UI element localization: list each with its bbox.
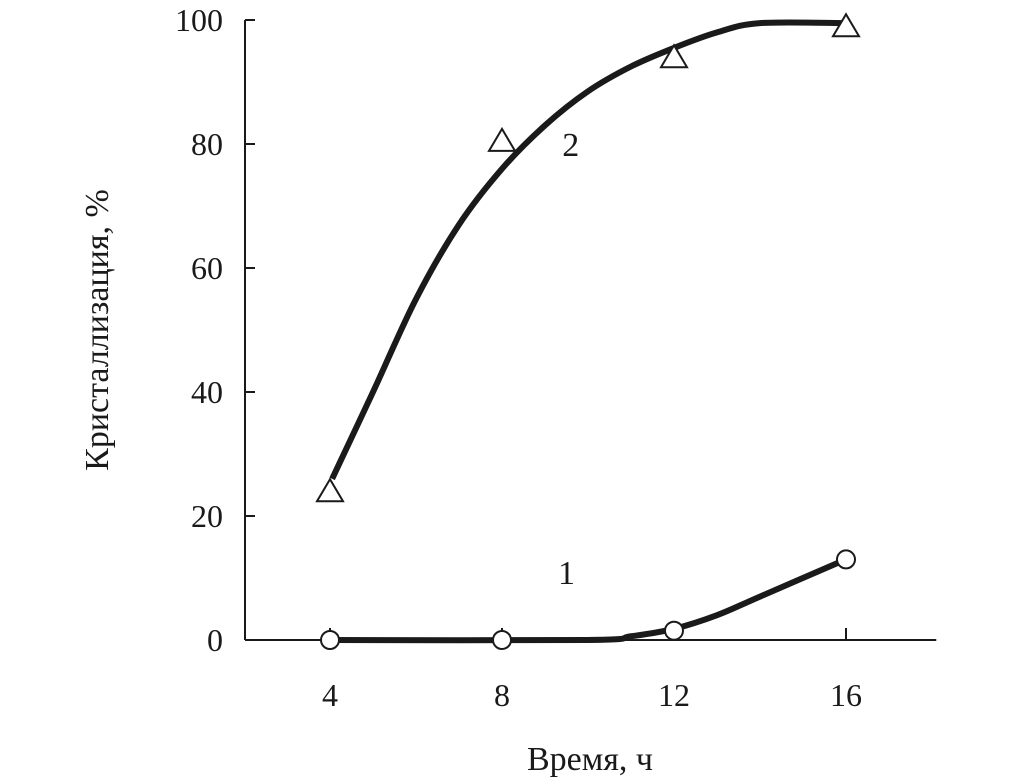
series-2-point — [831, 12, 861, 38]
x-tick-label: 8 — [494, 677, 510, 713]
y-tick-label: 0 — [207, 622, 223, 658]
curves — [329, 19, 848, 644]
y-tick-label: 80 — [191, 126, 223, 162]
x-axis-label: Время, ч — [527, 741, 653, 778]
x-tick-label: 4 — [322, 677, 338, 713]
x-tick-label: 16 — [830, 677, 862, 713]
y-tick-label: 20 — [191, 498, 223, 534]
y-tick-label: 40 — [191, 374, 223, 410]
y-tick-label: 60 — [191, 250, 223, 286]
series-1-point — [492, 630, 512, 650]
series-1-point — [664, 620, 684, 641]
series-2-point — [487, 126, 517, 152]
series-2-point — [659, 43, 689, 69]
y-tick-label: 100 — [175, 2, 223, 38]
series-2-point — [315, 477, 345, 503]
series-1-point — [320, 630, 340, 650]
series-2-label: 2 — [562, 127, 579, 164]
series-1-label: 1 — [558, 555, 575, 592]
series-2-curve — [329, 19, 847, 481]
labels: 12 — [558, 127, 579, 592]
series-1-point — [836, 549, 856, 570]
x-tick-label: 12 — [658, 677, 690, 713]
markers — [315, 12, 861, 650]
series-1-curve — [329, 556, 848, 644]
y-axis-label: Кристаллизация, % — [79, 189, 116, 471]
